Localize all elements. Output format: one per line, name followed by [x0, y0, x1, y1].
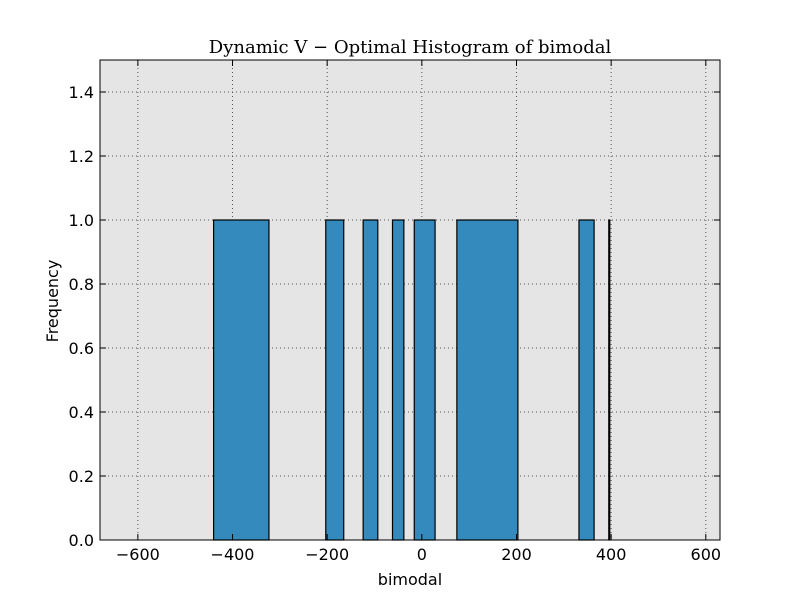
y-tick-label: 1.0: [69, 211, 94, 230]
x-tick-label: −400: [211, 545, 255, 564]
y-tick-label: 0.6: [69, 339, 94, 358]
plot-background: [100, 60, 720, 540]
x-tick-label: 200: [501, 545, 532, 564]
x-tick-label: 600: [691, 545, 722, 564]
y-tick-labels: 0.0 0.2 0.4 0.6 0.8 1.0 1.2 1.4: [69, 83, 94, 550]
plot-frame: [99, 59, 721, 541]
histogram-bar: [391, 219, 405, 541]
histogram-bar: [456, 219, 519, 541]
histogram-bar: [362, 219, 379, 541]
chart-title: Dynamic V − Optimal Histogram of bimodal: [209, 37, 612, 58]
x-tick-label: −200: [305, 545, 349, 564]
y-tick-label: 0.8: [69, 275, 94, 294]
histogram-bar: [578, 219, 595, 541]
axis-ticks: [100, 60, 720, 541]
y-axis-label: Frequency: [43, 260, 62, 343]
x-tick-label: 0: [417, 545, 427, 564]
y-tick-label: 0.2: [69, 467, 94, 486]
y-tick-label: 1.2: [69, 147, 94, 166]
x-axis-label: bimodal: [378, 570, 442, 589]
histogram-bar: [608, 219, 611, 541]
y-tick-label: 0.4: [69, 403, 94, 422]
histogram-bar: [212, 219, 270, 541]
y-tick-label: 0.0: [69, 531, 94, 550]
histogram-bar: [413, 219, 436, 541]
x-tick-label: −600: [116, 545, 160, 564]
histogram-bar: [325, 219, 345, 541]
x-tick-labels: −600 −400 −200 0 200 400 600: [116, 545, 721, 564]
histogram-bars: [212, 219, 611, 541]
y-tick-label: 1.4: [69, 83, 94, 102]
x-tick-label: 400: [596, 545, 627, 564]
